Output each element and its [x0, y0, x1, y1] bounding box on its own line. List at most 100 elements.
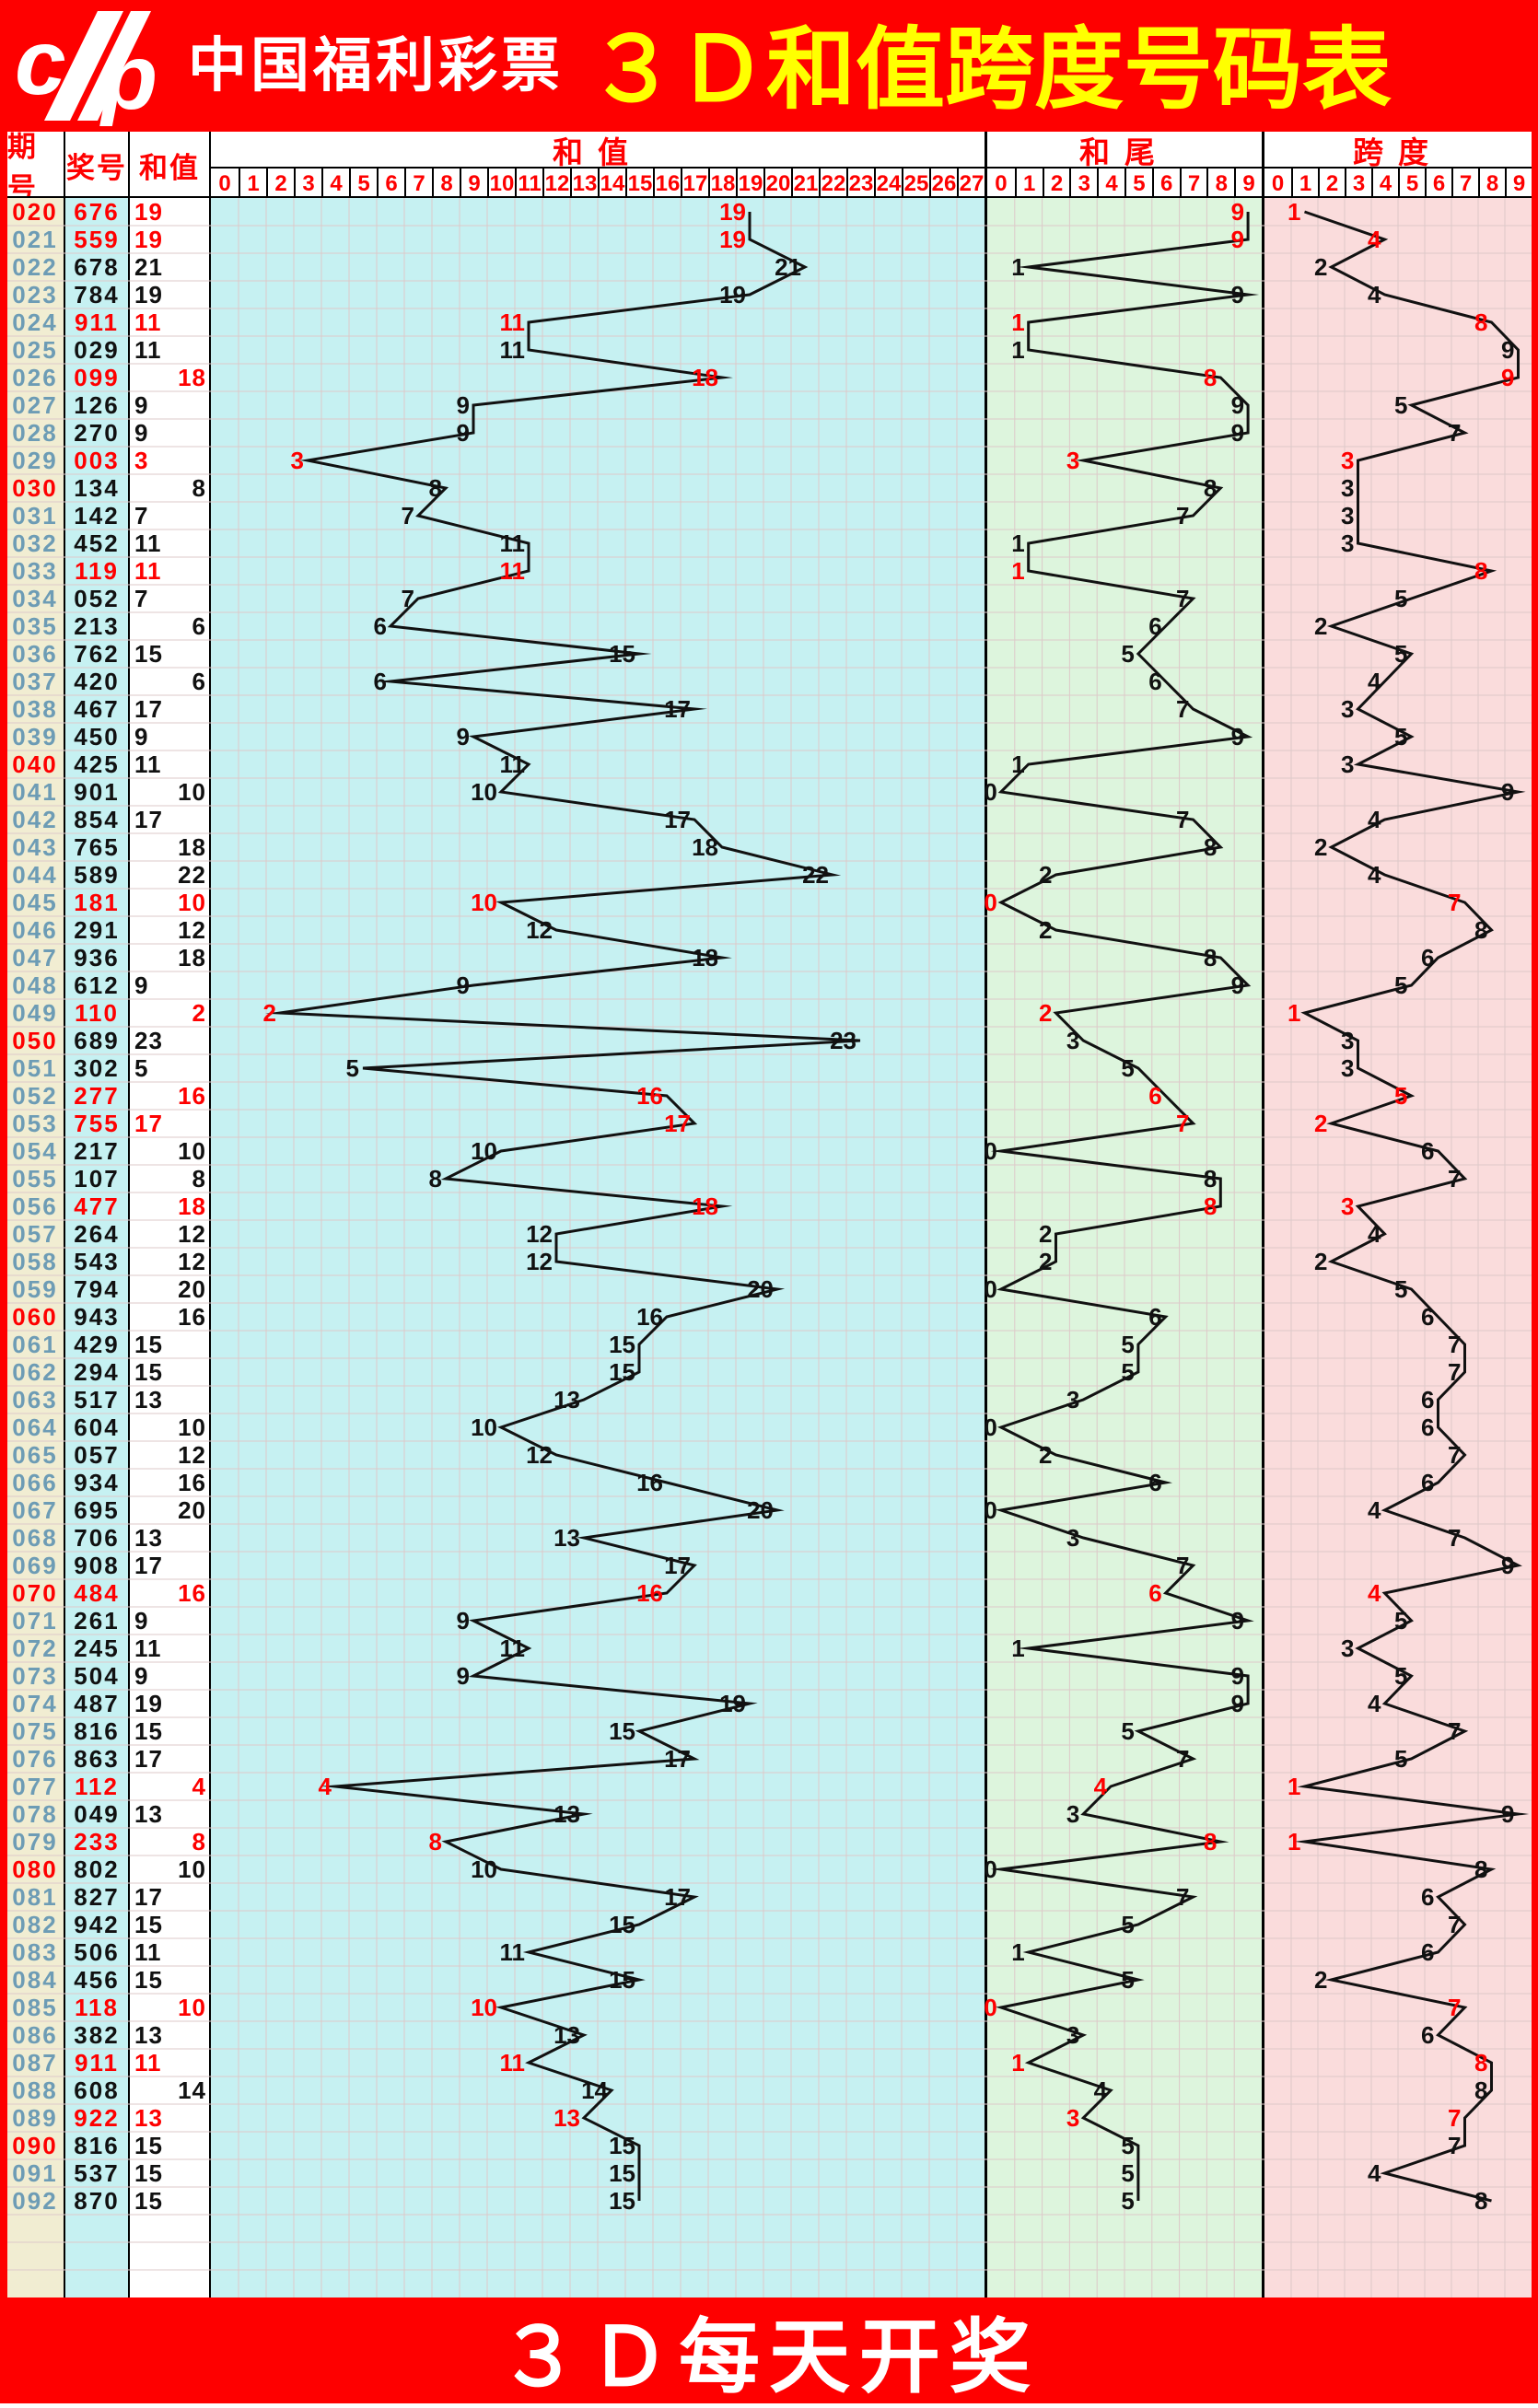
number-cell: 816 [74, 2132, 119, 2159]
axis-tick-row: 0 1 2 3 4 5 6 7 8 9 10 11 12 13 14 15 16 17 18 19 20 21 22 23 24… [0, 169, 1538, 198]
point-value-label: 3 [1341, 1634, 1354, 1662]
sum-cell: 13 [134, 1800, 163, 1828]
point-value-label: 15 [609, 2159, 635, 2187]
axis-tick: 14 [598, 169, 625, 198]
point-value-label: 1 [1287, 198, 1300, 226]
point-value-label: 6 [374, 612, 387, 640]
period-cell: 031 [12, 502, 57, 529]
point-value-label: 9 [457, 723, 470, 750]
point-value-label: 7 [1176, 1745, 1189, 1773]
point-value-label: 6 [1421, 944, 1434, 971]
point-value-label: 0 [984, 1855, 996, 1883]
point-value-label: 1 [1011, 253, 1024, 281]
point-value-label: 7 [402, 585, 414, 612]
number-cell: 911 [75, 2049, 119, 2076]
sum-cell: 10 [178, 1137, 206, 1165]
point-value-label: 12 [526, 1220, 553, 1248]
point-value-label: 2 [1039, 1248, 1052, 1275]
point-value-label: 3 [1341, 1192, 1354, 1220]
point-value-label: 7 [1448, 1165, 1461, 1192]
sum-cell: 18 [178, 364, 206, 391]
axis-tick: 7 [1179, 169, 1207, 198]
period-cell: 033 [12, 557, 57, 585]
point-value-label: 7 [1176, 502, 1189, 529]
axis-tick: 1 [239, 169, 266, 198]
sum-cell: 2 [192, 999, 206, 1027]
period-cell: 023 [12, 281, 57, 308]
number-cell: 922 [74, 2104, 119, 2132]
point-value-label: 10 [471, 889, 497, 916]
number-cell: 506 [74, 1938, 119, 1966]
point-value-label: 13 [553, 1800, 580, 1828]
point-value-label: 8 [1474, 308, 1487, 336]
period-cell: 088 [12, 2076, 57, 2104]
point-value-label: 6 [1421, 1386, 1434, 1413]
point-value-label: 6 [1148, 668, 1161, 695]
number-cell: 099 [74, 364, 119, 391]
point-value-label: 3 [1066, 1027, 1079, 1054]
point-value-label: 9 [1501, 336, 1514, 364]
axis-tick: 4 [321, 169, 349, 198]
sum-cell: 17 [134, 1110, 163, 1137]
axis-tick: 9 [1505, 169, 1532, 198]
point-value-label: 7 [1448, 1911, 1461, 1938]
point-value-label: 4 [1368, 226, 1381, 253]
sum-cell: 10 [178, 778, 206, 806]
point-value-label: 9 [1501, 778, 1514, 806]
border-sum-tail-panel [985, 132, 987, 2297]
axis-tick: 27 [957, 169, 985, 198]
point-value-label: 19 [719, 226, 746, 253]
point-value-label: 5 [1121, 640, 1134, 668]
number-cell: 467 [74, 695, 119, 723]
axis-tick: 2 [1042, 169, 1070, 198]
period-cell: 081 [12, 1883, 57, 1911]
sum-cell: 10 [178, 1413, 206, 1441]
period-cell: 068 [12, 1524, 57, 1552]
number-cell: 429 [74, 1331, 119, 1358]
period-cell: 082 [12, 1911, 57, 1938]
period-cell: 060 [12, 1303, 57, 1331]
sum-cell: 4 [192, 1773, 206, 1800]
number-cell: 604 [74, 1413, 119, 1441]
point-value-label: 7 [1448, 889, 1461, 916]
point-value-label: 1 [1011, 750, 1024, 778]
period-cell: 078 [12, 1800, 57, 1828]
point-value-label: 8 [1204, 1192, 1217, 1220]
sum-cell: 15 [134, 1966, 163, 1994]
axis-tick: 20 [763, 169, 791, 198]
point-value-label: 8 [1474, 2049, 1487, 2076]
period-cell: 049 [12, 999, 57, 1027]
point-value-label: 4 [1368, 1220, 1381, 1248]
point-value-label: 10 [471, 778, 497, 806]
axis-tick: 3 [1345, 169, 1371, 198]
period-cell: 048 [12, 971, 57, 999]
point-value-label: 3 [1066, 2104, 1079, 2132]
point-value-label: 7 [1448, 1331, 1461, 1358]
sum-cell: 12 [178, 1441, 206, 1469]
point-value-label: 4 [1368, 668, 1381, 695]
point-value-label: 17 [664, 806, 691, 833]
point-value-label: 4 [1094, 1773, 1108, 1800]
point-value-label: 6 [1148, 1579, 1161, 1607]
point-value-label: 9 [1501, 1552, 1514, 1579]
sum-cell: 10 [178, 1855, 206, 1883]
point-value-label: 18 [692, 364, 718, 391]
sum-cell: 20 [178, 1275, 206, 1303]
period-cell: 085 [12, 1994, 57, 2021]
period-cell: 047 [12, 944, 57, 971]
number-cell: 504 [74, 1662, 119, 1690]
period-cell: 051 [12, 1054, 57, 1082]
sum-cell: 18 [178, 1192, 206, 1220]
point-value-label: 0 [984, 1413, 996, 1441]
point-value-label: 12 [526, 1248, 553, 1275]
point-value-label: 15 [609, 1911, 635, 1938]
number-cell: 134 [74, 474, 119, 502]
point-value-label: 8 [1474, 1855, 1487, 1883]
point-value-label: 10 [471, 1137, 497, 1165]
number-cell: 119 [75, 557, 119, 585]
point-value-label: 6 [1421, 1938, 1434, 1966]
number-cell: 049 [74, 1800, 119, 1828]
point-value-label: 8 [1474, 557, 1487, 585]
number-cell: 294 [74, 1358, 119, 1386]
line-under-ticks [7, 196, 1532, 199]
